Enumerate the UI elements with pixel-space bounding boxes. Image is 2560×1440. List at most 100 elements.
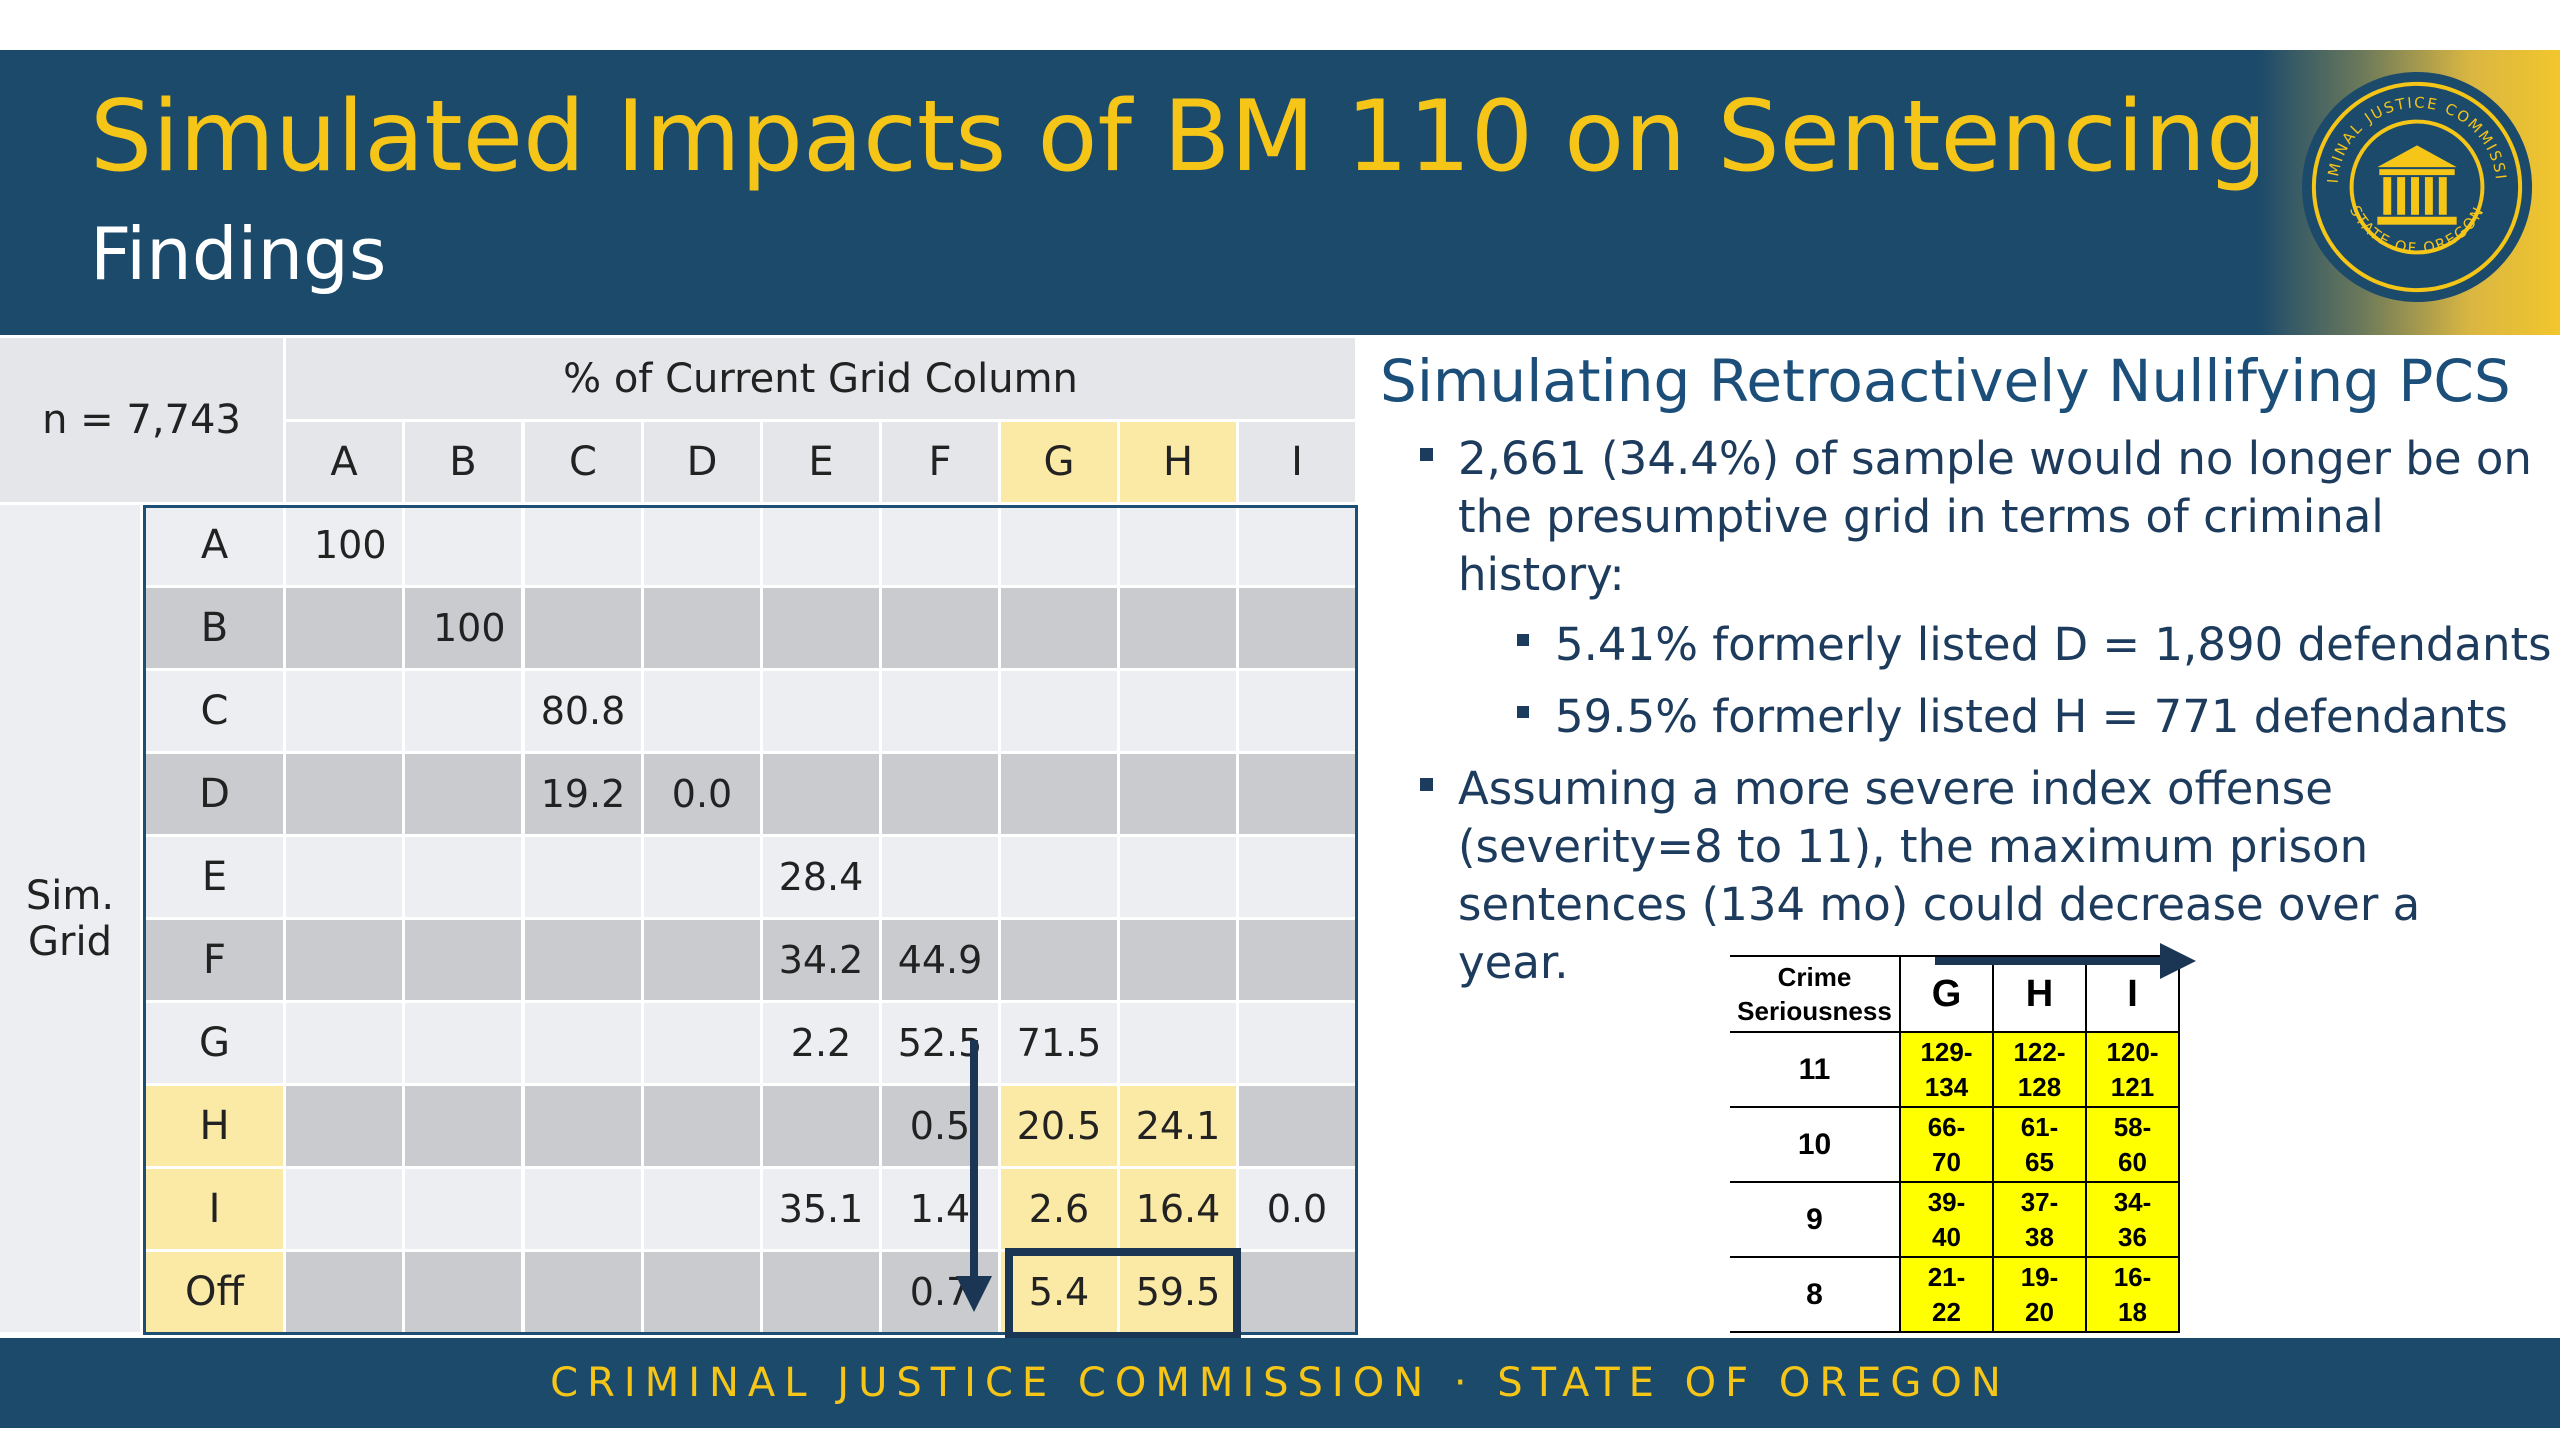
range-low: 122- xyxy=(2013,1036,2066,1067)
column-header-h: H xyxy=(1120,422,1239,505)
right-heading: Simulating Retroactively Nullifying PCS xyxy=(1380,347,2511,415)
grid-cell: 24.1 xyxy=(1120,1086,1239,1169)
grid-cell: 44.9 xyxy=(882,920,1001,1003)
right-arrow-head-icon xyxy=(2160,943,2196,979)
range-low: 16- xyxy=(2113,1261,2152,1292)
grid-cell xyxy=(763,588,882,671)
range-high: 65 xyxy=(2025,1146,2054,1177)
grid-cell xyxy=(644,671,763,754)
crime-range-cell: 120- 121 xyxy=(2085,1031,2180,1108)
grid-cell xyxy=(1120,754,1239,837)
grid-cell xyxy=(1239,588,1358,671)
row-label-e: E xyxy=(143,837,286,920)
grid-cell xyxy=(286,920,405,1003)
grid-cell xyxy=(525,1169,644,1252)
grid-cell xyxy=(644,837,763,920)
row-label-a: A xyxy=(143,505,286,588)
bullet-text: 5.41% formerly listed D = 1,890 defendan… xyxy=(1555,618,2552,671)
grid-cell xyxy=(405,920,524,1003)
grid-cell xyxy=(1239,1003,1358,1086)
range-high: 36 xyxy=(2118,1221,2147,1252)
row-label-g: G xyxy=(143,1003,286,1086)
grid-cell xyxy=(286,1003,405,1086)
column-header-g: G xyxy=(1001,422,1120,505)
grid-cell xyxy=(405,505,524,588)
range-low: 37- xyxy=(2020,1186,2059,1217)
grid-cell xyxy=(1120,837,1239,920)
range-low: 120- xyxy=(2106,1036,2159,1067)
grid-cell xyxy=(644,920,763,1003)
column-header-c: C xyxy=(525,422,644,505)
grid-cell xyxy=(1239,1086,1358,1169)
grid-cell xyxy=(405,1252,524,1335)
grid-cell xyxy=(763,1086,882,1169)
grid-cell xyxy=(405,671,524,754)
grid-cell xyxy=(286,1169,405,1252)
grid-cell xyxy=(405,1169,524,1252)
grid-cell xyxy=(1239,1252,1358,1335)
crime-seriousness-header: Crime Seriousness xyxy=(1730,955,1901,1033)
grid-cell: 19.2 xyxy=(525,754,644,837)
grid-cell: 52.5 xyxy=(882,1003,1001,1086)
crime-range-cell: 61- 65 xyxy=(1992,1106,2087,1183)
grid-cell xyxy=(644,588,763,671)
grid-cell xyxy=(405,1086,524,1169)
bullet-sample-off-grid: 2,661 (34.4%) of sample would no longer … xyxy=(1420,430,2538,604)
range-high: 121 xyxy=(2110,1071,2155,1102)
bullet-text: 59.5% formerly listed H = 771 defendants xyxy=(1555,690,2508,743)
grid-cell xyxy=(286,1086,405,1169)
crime-row-label: 11 xyxy=(1730,1031,1901,1108)
grid-cell xyxy=(525,588,644,671)
grid-cell: 80.8 xyxy=(525,671,644,754)
grid-cell xyxy=(763,1252,882,1335)
bullet-severity: Assuming a more severe index offense (se… xyxy=(1420,760,2538,992)
crime-range-cell: 39- 40 xyxy=(1899,1181,1994,1258)
grid-cell xyxy=(286,671,405,754)
grid-cell xyxy=(644,505,763,588)
grid-cell: 100 xyxy=(405,588,524,671)
down-arrow xyxy=(970,1040,978,1290)
grid-cell: 0.5 xyxy=(882,1086,1001,1169)
bullet-icon xyxy=(1420,778,1433,791)
simulated-grid-table: n = 7,743 % of Current Grid Column Sim. … xyxy=(0,338,1358,1335)
range-low: 19- xyxy=(2020,1261,2059,1292)
grid-cell xyxy=(1120,1003,1239,1086)
grid-cell: 5.4 xyxy=(1001,1252,1120,1335)
bullet-text: Assuming a more severe index offense (se… xyxy=(1458,762,2421,989)
grid-cell: 100 xyxy=(286,505,405,588)
right-arrow xyxy=(1935,957,2165,965)
grid-cell xyxy=(1001,837,1120,920)
grid-cell xyxy=(882,837,1001,920)
grid-cell xyxy=(286,754,405,837)
down-arrow-head-icon xyxy=(956,1276,992,1312)
column-header-f: F xyxy=(882,422,1001,505)
grid-cell xyxy=(1120,588,1239,671)
side-label: Sim. Grid xyxy=(0,505,143,1335)
grid-cell xyxy=(763,671,882,754)
crime-seriousness-table: Crime Seriousness G H I 11 129- 134 122- 128… xyxy=(1730,955,2180,1333)
crime-range-cell: 19- 20 xyxy=(1992,1256,2087,1333)
grid-cell: 2.6 xyxy=(1001,1169,1120,1252)
grid-cell xyxy=(1120,920,1239,1003)
sub-bullet-d: 5.41% formerly listed D = 1,890 defendan… xyxy=(1517,616,2555,674)
crime-row-label: 10 xyxy=(1730,1106,1901,1183)
range-high: 40 xyxy=(1932,1221,1961,1252)
grid-cell xyxy=(286,588,405,671)
grid-cell xyxy=(763,754,882,837)
row-label-i: I xyxy=(143,1169,286,1252)
bullet-icon xyxy=(1517,634,1529,646)
crime-range-cell: 58- 60 xyxy=(2085,1106,2180,1183)
grid-cell xyxy=(1001,754,1120,837)
slide-title: Simulated Impacts of BM 110 on Sentencin… xyxy=(90,80,2269,194)
bullet-text: 2,661 (34.4%) of sample would no longer … xyxy=(1458,432,2532,601)
range-low: 61- xyxy=(2020,1111,2059,1142)
grid-cell: 0.0 xyxy=(644,754,763,837)
crime-range-cell: 129- 134 xyxy=(1899,1031,1994,1108)
grid-cell xyxy=(882,588,1001,671)
side-label-line-1: Sim. xyxy=(25,872,115,919)
grid-cell xyxy=(1120,671,1239,754)
grid-cell xyxy=(525,1003,644,1086)
grid-cell xyxy=(882,505,1001,588)
column-header-b: B xyxy=(405,422,524,505)
grid-cell xyxy=(644,1252,763,1335)
